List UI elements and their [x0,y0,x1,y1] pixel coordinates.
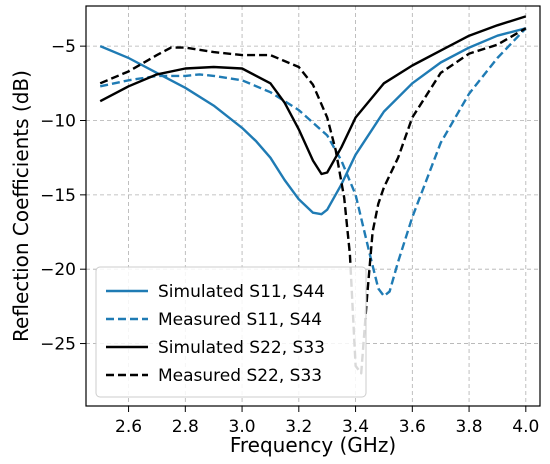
y-tick-label: −25 [40,335,76,355]
x-tick-label: 4.0 [512,417,539,437]
y-axis-ticks: −25 −20 −15 −10 −5 [40,37,86,355]
y-tick-label: −20 [40,260,76,280]
legend-label: Simulated S11, S44 [158,282,325,302]
x-tick-label: 3.2 [285,417,312,437]
y-tick-label: −15 [40,186,76,206]
series-line-2 [99,15,527,176]
x-tick-label: 2.6 [115,417,142,437]
x-tick-label: 3.0 [229,417,256,437]
legend-box [95,266,367,398]
y-tick-label: −10 [40,111,76,131]
x-tick-label: 3.4 [342,417,369,437]
series-lines [99,15,527,375]
series-line-1 [99,27,527,298]
x-axis-label: Frequency (GHz) [230,433,396,457]
legend-label: Measured S11, S44 [158,310,322,330]
legend: Simulated S11, S44 Measured S11, S44 Simul… [95,266,367,398]
x-tick-label: 3.8 [456,417,483,437]
x-axis-ticks: 2.6 2.8 3.0 3.2 3.4 3.6 3.8 4.0 [115,406,539,437]
legend-label: Simulated S22, S33 [158,338,325,358]
y-tick-label: −5 [51,37,76,57]
series-line-0 [99,27,527,216]
y-axis-label: Reflection Coefficients (dB) [9,70,33,342]
plot-frame [85,5,541,407]
legend-label: Measured S22, S33 [158,366,322,386]
x-tick-label: 2.8 [172,417,199,437]
x-tick-label: 3.6 [399,417,426,437]
series-line-3 [99,27,527,375]
